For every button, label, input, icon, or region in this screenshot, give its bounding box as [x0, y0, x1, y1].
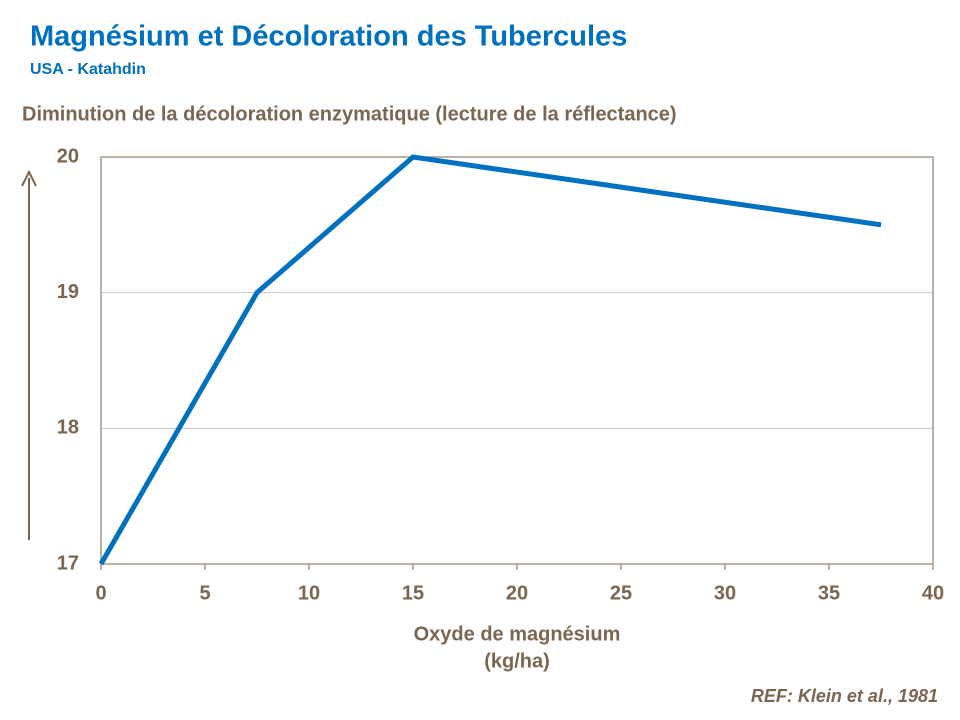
x-tick-label: 30 [714, 582, 736, 604]
x-tick-label: 0 [95, 582, 106, 604]
data-line [98, 154, 882, 566]
x-tick-label: 35 [818, 582, 840, 604]
arrow-head [21, 169, 37, 187]
y-tick-label: 20 [57, 145, 79, 167]
x-axis-label: (kg/ha) [484, 650, 550, 672]
x-tick-label: 20 [506, 582, 528, 604]
x-axis-label: Oxyde de magnésium [414, 623, 621, 645]
y-axis-label: Diminution de la décoloration enzymatiqu… [22, 103, 677, 125]
x-tick-label: 40 [922, 582, 944, 604]
x-tick-label: 5 [199, 582, 210, 604]
annotation: REF: Klein et al., 1981 [751, 686, 938, 706]
y-tick-label: 19 [57, 281, 79, 303]
chart-title: Magnésium et Décoloration des Tubercules [30, 21, 627, 53]
chart-subtitle: USA - Katahdin [30, 61, 146, 78]
y-tick-label: 18 [57, 417, 79, 439]
x-tick-label: 10 [298, 582, 320, 604]
x-tick-label: 25 [610, 582, 632, 604]
plot-frame [100, 156, 934, 565]
x-tick-label: 15 [402, 582, 424, 604]
y-tick-label: 17 [57, 552, 79, 574]
